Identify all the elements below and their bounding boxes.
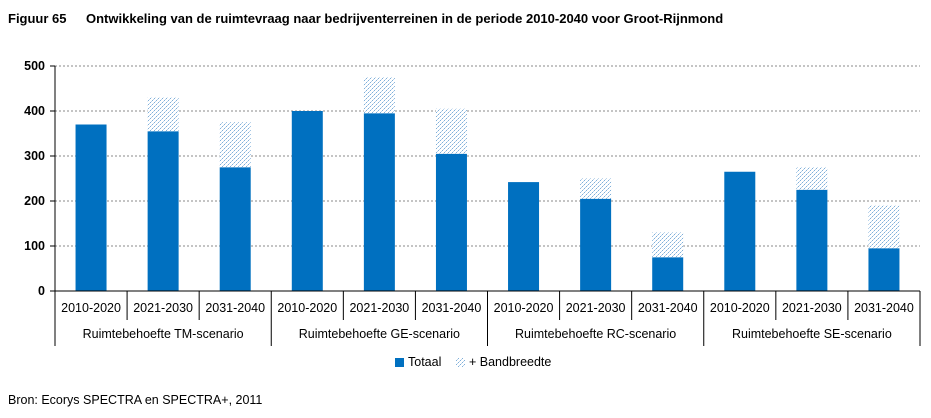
category-label: 2031-2040 [422, 301, 482, 315]
bar-totaal [435, 153, 467, 291]
source-note: Bron: Ecorys SPECTRA en SPECTRA+, 2011 [8, 393, 263, 407]
category-label: 2021-2030 [782, 301, 842, 315]
bar-totaal [724, 171, 756, 291]
bar-bandbreedte [868, 205, 900, 249]
y-tick-label: 100 [24, 239, 45, 253]
bar-bandbreedte [652, 232, 684, 258]
bar-totaal [147, 131, 179, 291]
figure-number: Figuur 65 [8, 11, 67, 26]
bar-totaal [508, 182, 540, 291]
legend-swatch-totaal [395, 358, 404, 367]
bar-bandbreedte [147, 97, 179, 132]
category-label: 2031-2040 [854, 301, 914, 315]
bar-bandbreedte [219, 122, 251, 168]
category-label: 2021-2030 [566, 301, 626, 315]
figure-title-text: Ontwikkeling van de ruimtevraag naar bed… [86, 11, 724, 26]
bar-totaal [868, 248, 900, 291]
y-tick-label: 200 [24, 194, 45, 208]
category-label: 2010-2020 [710, 301, 770, 315]
bar-bandbreedte [363, 77, 395, 114]
bar-bandbreedte [580, 178, 612, 199]
bar-totaal [796, 189, 828, 291]
bar-totaal [219, 167, 251, 291]
bar-totaal [652, 257, 684, 291]
group-label: Ruimtebehoefte TM-scenario [83, 327, 244, 341]
legend-label-bandbreedte: + Bandbreedte [469, 355, 551, 369]
bar-bandbreedte [796, 167, 828, 190]
bar-totaal [363, 113, 395, 291]
bar-totaal [291, 111, 323, 291]
group-label: Ruimtebehoefte GE-scenario [299, 327, 460, 341]
y-tick-label: 400 [24, 104, 45, 118]
category-label: 2010-2020 [277, 301, 337, 315]
bar-totaal [580, 198, 612, 291]
bar-totaal [75, 124, 107, 291]
y-tick-label: 500 [24, 59, 45, 73]
y-tick-label: 0 [38, 284, 45, 298]
legend-swatch-bandbreedte [456, 358, 465, 367]
category-label: 2031-2040 [638, 301, 698, 315]
category-label: 2031-2040 [205, 301, 265, 315]
legend-label-totaal: Totaal [408, 355, 441, 369]
bar-bandbreedte [435, 108, 467, 154]
category-label: 2010-2020 [61, 301, 121, 315]
category-label: 2010-2020 [494, 301, 554, 315]
category-label: 2021-2030 [349, 301, 409, 315]
figure-title: Figuur 65 Ontwikkeling van de ruimtevraag… [8, 6, 908, 32]
group-label: Ruimtebehoefte RC-scenario [515, 327, 676, 341]
y-tick-label: 300 [24, 149, 45, 163]
category-label: 2021-2030 [133, 301, 193, 315]
group-label: Ruimtebehoefte SE-scenario [732, 327, 892, 341]
